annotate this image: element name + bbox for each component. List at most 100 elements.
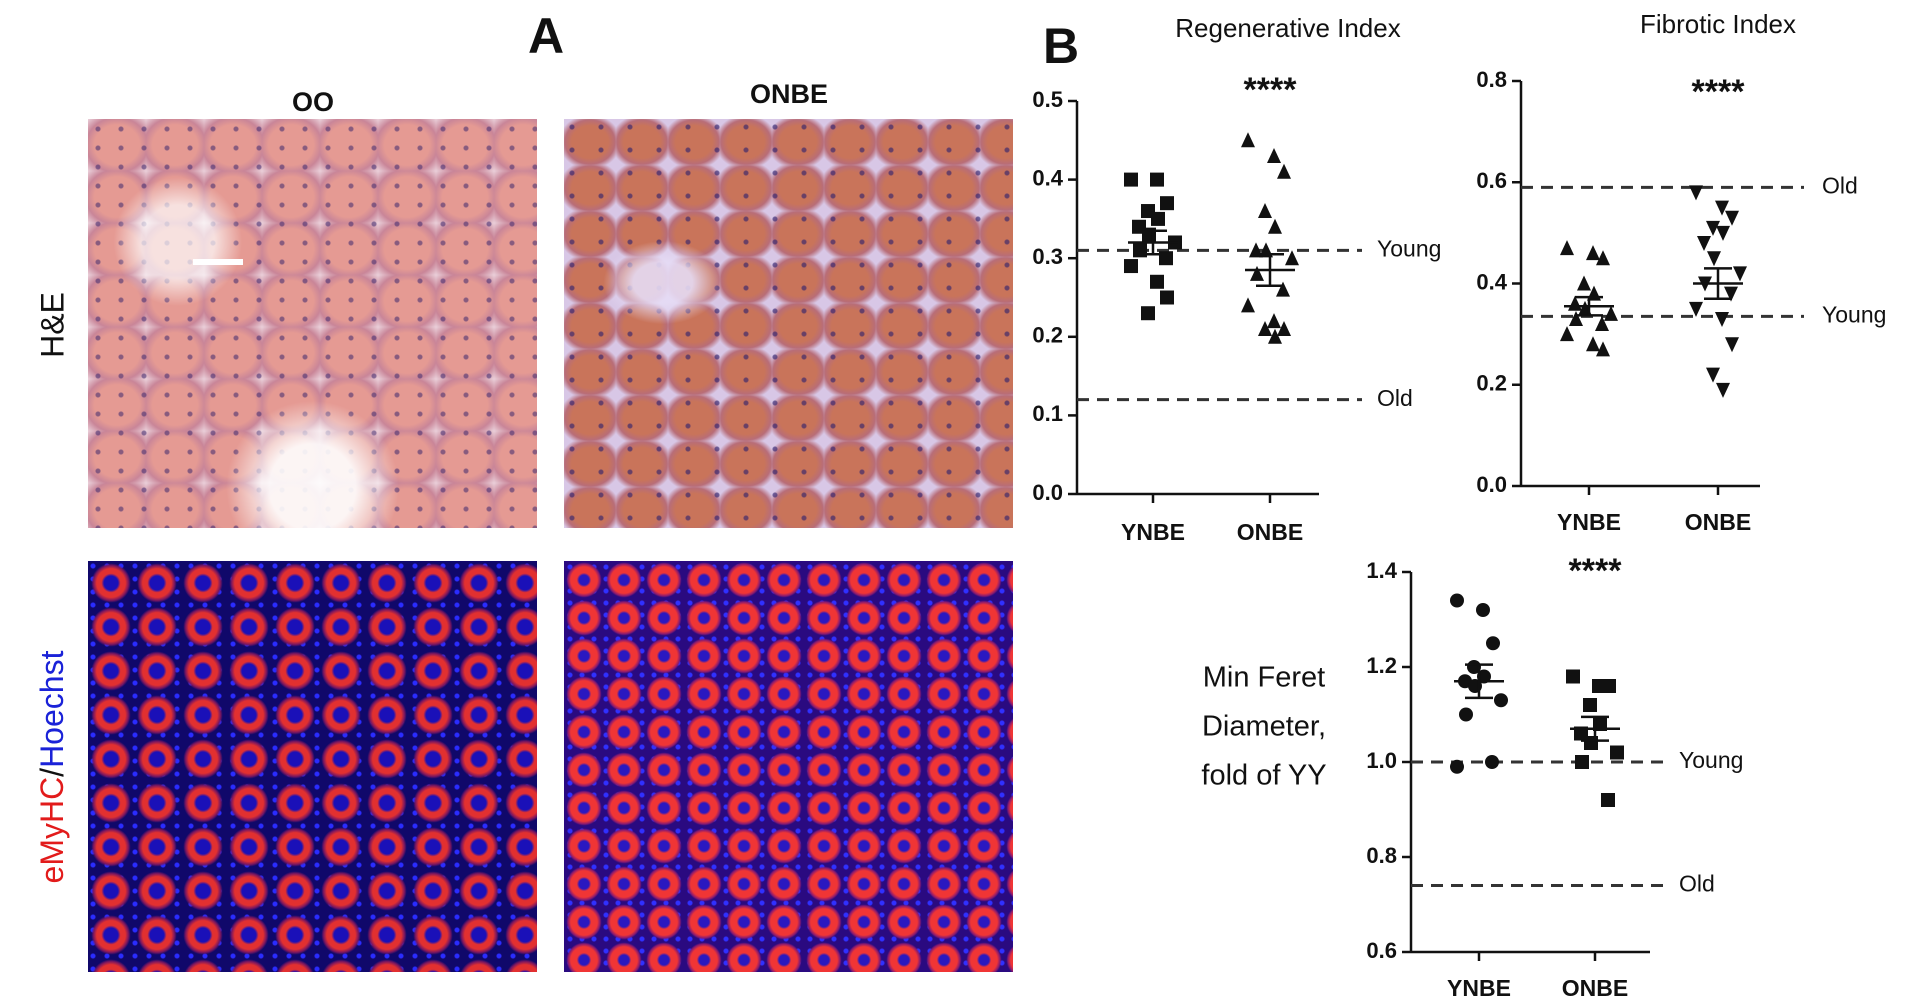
data-point	[1160, 196, 1174, 211]
y-tick-label: 0.4	[1032, 165, 1063, 190]
sem-bar	[1575, 295, 1603, 317]
data-point	[1267, 148, 1281, 164]
data-point	[1724, 286, 1738, 302]
data-point	[1583, 698, 1597, 712]
data-point	[1569, 310, 1583, 326]
y-tick-label: 0.8	[1366, 843, 1397, 868]
data-point	[1595, 316, 1609, 331]
data-point	[1596, 250, 1610, 266]
data-point	[1485, 755, 1499, 769]
data-point	[1459, 707, 1473, 722]
reference-label: Old	[1822, 172, 1858, 198]
y-tick-label: 0.2	[1476, 371, 1507, 396]
data-point	[1715, 311, 1729, 327]
data-point	[1268, 218, 1282, 234]
row-label: H&E	[34, 292, 70, 358]
x-tick-label: ONBE	[1562, 975, 1628, 1001]
data-point	[1596, 341, 1610, 357]
data-point	[1494, 693, 1508, 708]
x-tick-label: YNBE	[1557, 509, 1621, 535]
stain-red: eMyHC	[34, 777, 70, 884]
y-tick-label: 1.0	[1366, 748, 1397, 773]
y-tick-label: 0.1	[1032, 401, 1063, 426]
data-point	[1150, 172, 1164, 187]
significance: ****	[1569, 552, 1623, 590]
chart-title: Regenerative Index	[1175, 13, 1400, 43]
sem-bar	[1465, 663, 1493, 700]
data-point	[1241, 297, 1255, 313]
data-point	[1715, 200, 1729, 216]
data-point	[1276, 281, 1290, 297]
micrograph-he-oo	[88, 119, 537, 528]
data-point	[1268, 328, 1282, 344]
column-label: ONBE	[750, 79, 828, 109]
y-tick-label: 0.0	[1476, 472, 1507, 497]
data-point	[1689, 301, 1703, 317]
significance: ****	[1244, 71, 1298, 109]
data-point	[1733, 266, 1747, 282]
data-point	[1604, 305, 1618, 321]
micrograph-if-oo	[88, 561, 537, 972]
reference-label: Young	[1822, 301, 1886, 327]
panel-label: B	[1043, 18, 1079, 74]
data-point	[1258, 203, 1272, 219]
y-tick-label: 0.2	[1032, 323, 1063, 348]
reference-label: Old	[1377, 385, 1413, 411]
data-point	[1725, 210, 1739, 226]
stain-sep: /	[34, 768, 70, 777]
micrograph-if-onbe	[564, 561, 1013, 972]
data-point	[1716, 225, 1730, 241]
data-point	[1560, 240, 1574, 256]
data-point	[1577, 275, 1591, 291]
data-point	[1160, 290, 1174, 305]
sem-bar	[1581, 715, 1609, 742]
data-point	[1450, 759, 1464, 774]
y-tick-label: 0.0	[1032, 480, 1063, 505]
data-point	[1575, 755, 1589, 769]
data-point	[1486, 636, 1500, 651]
data-point	[1697, 236, 1711, 251]
data-point	[1560, 326, 1574, 342]
reference-label: Young	[1679, 747, 1743, 773]
y-tick-label: 0.4	[1476, 269, 1507, 294]
data-point	[1258, 320, 1272, 336]
data-point	[1706, 367, 1720, 383]
data-point	[1689, 185, 1703, 201]
data-point	[1601, 793, 1615, 807]
y-tick-label: 1.2	[1366, 653, 1397, 678]
x-tick-label: ONBE	[1685, 509, 1751, 535]
scale-bar	[193, 259, 243, 265]
y-tick-label: 0.8	[1476, 67, 1507, 92]
data-point	[1450, 593, 1464, 608]
data-point	[1476, 603, 1490, 617]
data-point	[1285, 250, 1299, 266]
reference-label: Young	[1377, 235, 1441, 261]
y-axis-label: fold of YY	[1201, 760, 1326, 792]
data-point	[1716, 382, 1730, 398]
reference-label: Old	[1679, 871, 1715, 897]
sem-bar	[1256, 253, 1284, 287]
data-point	[1124, 172, 1138, 187]
row-label: eMyHC/Hoechst	[34, 650, 70, 883]
data-point	[1610, 745, 1624, 760]
data-point	[1586, 336, 1600, 352]
y-axis-label: Min Feret	[1203, 662, 1325, 694]
significance: ****	[1692, 73, 1746, 111]
data-point	[1602, 679, 1616, 693]
chart-title: Fibrotic Index	[1640, 9, 1796, 39]
x-tick-label: ONBE	[1237, 519, 1303, 545]
data-point	[1277, 163, 1291, 179]
column-label: OO	[292, 87, 334, 117]
data-point	[1725, 337, 1739, 353]
data-point	[1707, 251, 1721, 267]
panel-label: A	[528, 8, 564, 64]
y-tick-label: 0.6	[1476, 168, 1507, 193]
sem-bar	[1704, 267, 1732, 300]
data-point	[1241, 132, 1255, 148]
data-point	[1124, 259, 1138, 274]
data-point	[1586, 245, 1600, 261]
data-point	[1267, 313, 1281, 329]
x-tick-label: YNBE	[1447, 975, 1511, 1001]
sem-bar	[1139, 229, 1167, 256]
